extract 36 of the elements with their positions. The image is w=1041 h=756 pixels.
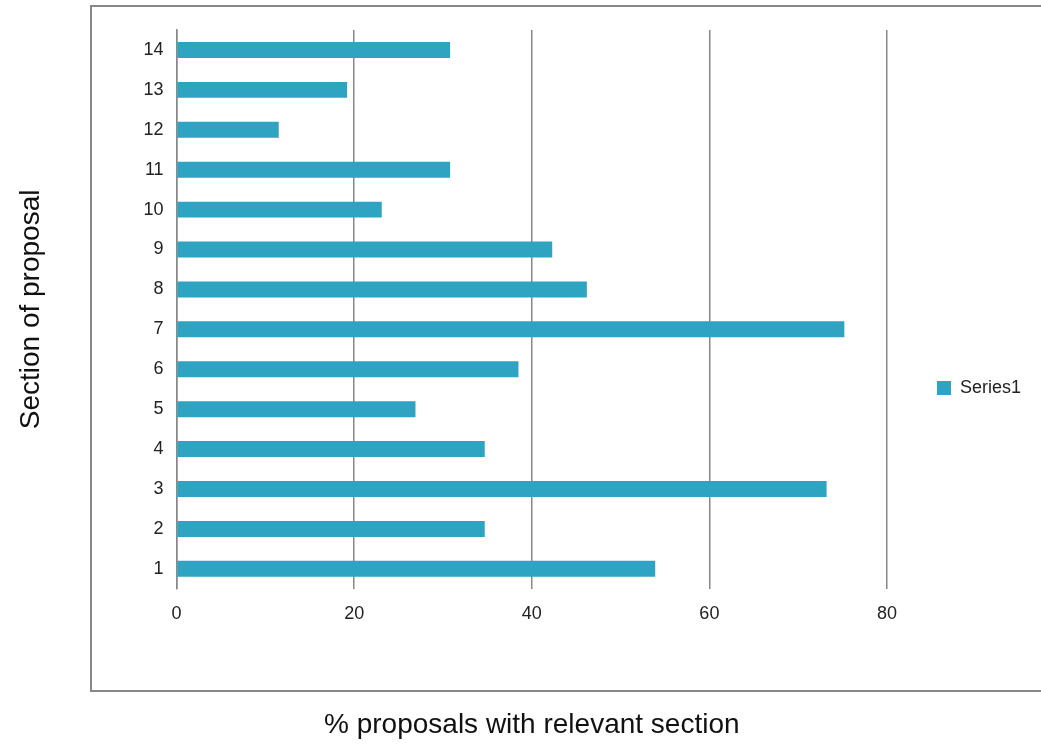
x-tick-label: 40 [521,602,542,623]
bar [177,81,348,98]
bar [177,41,451,58]
bar [177,121,279,138]
y-tick-label: 10 [143,198,164,219]
y-tick-label: 2 [153,517,164,538]
y-tick-label: 7 [153,318,164,339]
y-axis-title: Section of proposal [13,189,45,430]
y-tick-label: 1 [153,557,164,578]
bar [177,481,827,497]
x-tick-label: 60 [699,602,720,623]
y-tick-label: 8 [153,278,164,299]
y-tick-label: 13 [143,78,164,99]
x-tick-label: 20 [344,602,365,623]
bar [177,441,485,458]
x-axis-title: % proposals with relevant section [324,707,740,739]
y-tick-label: 12 [143,118,164,139]
y-tick-label: 11 [144,158,164,179]
legend-label: Series1 [959,376,1021,397]
bar [177,361,519,378]
bar [177,520,485,537]
bar [177,401,416,418]
bar [177,161,451,178]
x-tick-label: 0 [171,602,182,623]
y-tick-label: 5 [153,398,164,419]
x-tick-label: 80 [876,602,897,623]
y-tick-label: 4 [153,438,164,459]
bar [177,560,656,577]
bar [177,241,553,258]
bar [177,321,845,338]
bar [177,281,587,298]
y-tick-label: 14 [143,38,164,59]
y-tick-label: 3 [153,477,164,498]
y-tick-label: 9 [153,238,164,259]
y-tick-label: 6 [153,358,164,379]
bar [177,201,382,218]
